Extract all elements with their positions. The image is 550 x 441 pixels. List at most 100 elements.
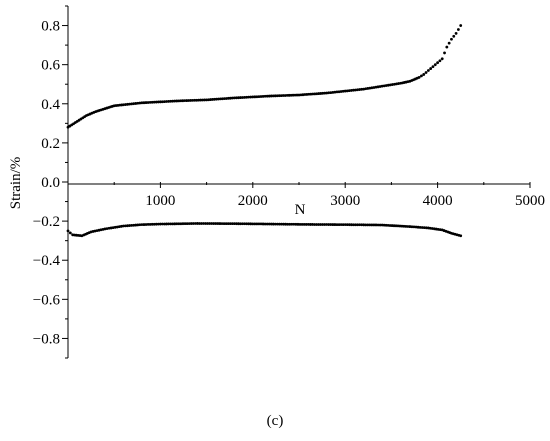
data-point (251, 222, 255, 226)
data-point (267, 222, 271, 226)
data-point (436, 61, 439, 65)
data-point (337, 90, 341, 94)
data-point (150, 100, 154, 104)
data-point (327, 91, 331, 95)
data-point (456, 28, 460, 31)
data-point (443, 51, 446, 55)
data-point (424, 71, 428, 74)
data-point (356, 223, 359, 227)
data-point (354, 88, 357, 92)
data-point (107, 226, 111, 230)
data-point (261, 94, 265, 98)
data-point (202, 222, 205, 225)
data-point (163, 222, 166, 226)
data-point (459, 234, 463, 238)
data-point (339, 223, 343, 227)
data-point (142, 101, 146, 105)
data-point (183, 99, 187, 103)
data-point (152, 222, 156, 226)
data-point (237, 222, 240, 226)
data-point (66, 229, 70, 233)
data-point (273, 222, 277, 226)
data-point (410, 225, 414, 229)
data-point (224, 222, 228, 226)
data-point (249, 95, 253, 99)
data-point (128, 224, 132, 227)
data-point (163, 100, 166, 104)
data-point (388, 83, 392, 87)
data-point (181, 222, 185, 226)
data-point (284, 222, 288, 226)
data-point (293, 93, 297, 97)
data-point (362, 223, 366, 227)
data-point (206, 222, 210, 225)
data-point (394, 224, 398, 228)
data-point (398, 224, 402, 228)
data-point (130, 102, 134, 106)
data-point (325, 91, 329, 95)
data-point (306, 223, 310, 226)
data-point (191, 222, 195, 225)
y-tick-label: −0.6 (33, 292, 61, 308)
data-point (292, 222, 296, 226)
data-point (148, 222, 152, 226)
data-point (447, 41, 451, 45)
data-point (454, 31, 458, 35)
data-point (388, 224, 392, 227)
data-point (195, 222, 199, 225)
data-point (308, 223, 312, 226)
data-point (345, 89, 349, 93)
data-point (134, 102, 138, 105)
data-point (321, 223, 325, 226)
data-point (422, 226, 426, 230)
data-point (422, 73, 426, 76)
data-point (429, 67, 433, 70)
data-point (115, 225, 119, 229)
data-point (124, 103, 127, 106)
data-point (366, 87, 370, 90)
data-point (132, 102, 136, 106)
data-point (226, 222, 230, 226)
data-point (144, 101, 148, 104)
data-point (402, 224, 406, 228)
data-point (204, 222, 207, 225)
data-point (239, 96, 242, 99)
data-point (397, 82, 400, 85)
data-point (257, 95, 261, 99)
data-point (187, 99, 191, 102)
data-point (335, 90, 339, 94)
data-point (378, 223, 382, 227)
data-point (356, 88, 359, 92)
data-point (232, 96, 236, 100)
data-point (376, 223, 380, 227)
data-point (259, 95, 263, 98)
data-point (347, 223, 351, 227)
data-point (349, 223, 353, 227)
data-point (154, 222, 158, 226)
data-point (199, 98, 203, 102)
data-point (103, 227, 107, 231)
data-point (386, 83, 390, 87)
data-point (319, 223, 322, 226)
data-point (372, 223, 376, 227)
data-point (179, 222, 183, 226)
data-point (294, 222, 298, 226)
data-point (366, 223, 370, 227)
data-point (368, 86, 372, 90)
data-point (347, 89, 351, 93)
data-point (370, 223, 374, 227)
x-tick-label: 4000 (423, 193, 453, 209)
data-point (175, 222, 179, 226)
data-point (251, 95, 255, 99)
data-point (380, 84, 384, 88)
y-tick-label: −0.2 (33, 214, 60, 230)
data-point (148, 100, 152, 104)
data-point (175, 99, 179, 103)
data-point (417, 75, 421, 79)
data-point (300, 222, 304, 226)
data-point (237, 96, 240, 100)
data-point (265, 222, 269, 226)
data-point (343, 223, 347, 227)
figure-caption: (c) (267, 413, 284, 429)
